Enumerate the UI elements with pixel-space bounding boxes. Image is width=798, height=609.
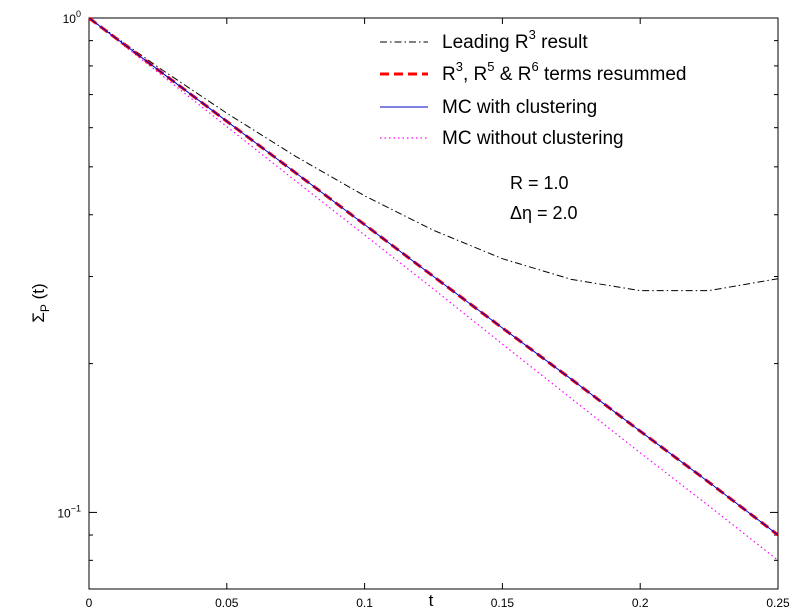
x-tick-label-4: 0.2: [632, 596, 649, 609]
series-layer: [88, 16, 779, 561]
legend-label-1-part-0: R: [442, 64, 456, 85]
legend-label-1-part-6: terms resummed: [539, 64, 687, 85]
legend-label-0-part-2: result: [536, 32, 588, 53]
legend-label-0: Leading R3 result: [442, 27, 588, 53]
legend-label-2: MC with clustering: [442, 97, 597, 118]
legend-label-1-part-2: , R: [463, 64, 487, 85]
legend-label-2-part-0: MC with clustering: [442, 97, 597, 118]
annotation-r: R = 1.0: [510, 173, 569, 193]
y-tick-label-base-1: 10: [63, 12, 77, 26]
legend-label-1-part-3: 5: [487, 59, 494, 74]
legend-label-1-part-4: & R: [494, 64, 531, 85]
y-tick-label-exp-0: −1: [71, 503, 81, 513]
x-tick-label-0: 0: [86, 596, 93, 609]
x-tick-label-2: 0.1: [356, 596, 373, 609]
y-axis-label-sub: P: [38, 304, 52, 312]
legend-label-3: MC without clustering: [442, 128, 624, 149]
annotation-delta-eta: Δη = 2.0: [510, 203, 578, 223]
y-tick-label-0: 10−1: [57, 503, 81, 520]
series-line-0: [88, 17, 779, 292]
y-tick-label-exp-1: 0: [76, 9, 81, 19]
legend-label-3-part-0: MC without clustering: [442, 128, 624, 149]
legend-label-0-part-0: Leading R: [442, 32, 529, 53]
y-axis-label: ΣP (t): [29, 283, 52, 322]
x-tick-label-3: 0.15: [491, 596, 515, 609]
y-axis-label-base: Σ: [29, 312, 48, 323]
legend-label-1-part-5: 6: [531, 59, 538, 74]
legend-label-0-part-1: 3: [529, 27, 536, 42]
plot-area: [88, 17, 779, 590]
x-tick-label-5: 0.25: [766, 596, 790, 609]
y-tick-label-base-0: 10: [57, 506, 71, 520]
y-axis-label-rest: (t): [29, 283, 48, 304]
legend-label-1-part-1: 3: [456, 59, 463, 74]
x-axis-label: t: [429, 591, 434, 609]
x-tick-label-1: 0.05: [215, 596, 239, 609]
y-tick-label-1: 100: [63, 9, 81, 26]
series-line-2: [88, 17, 779, 536]
legend-label-1: R3, R5 & R6 terms resummed: [442, 59, 686, 85]
